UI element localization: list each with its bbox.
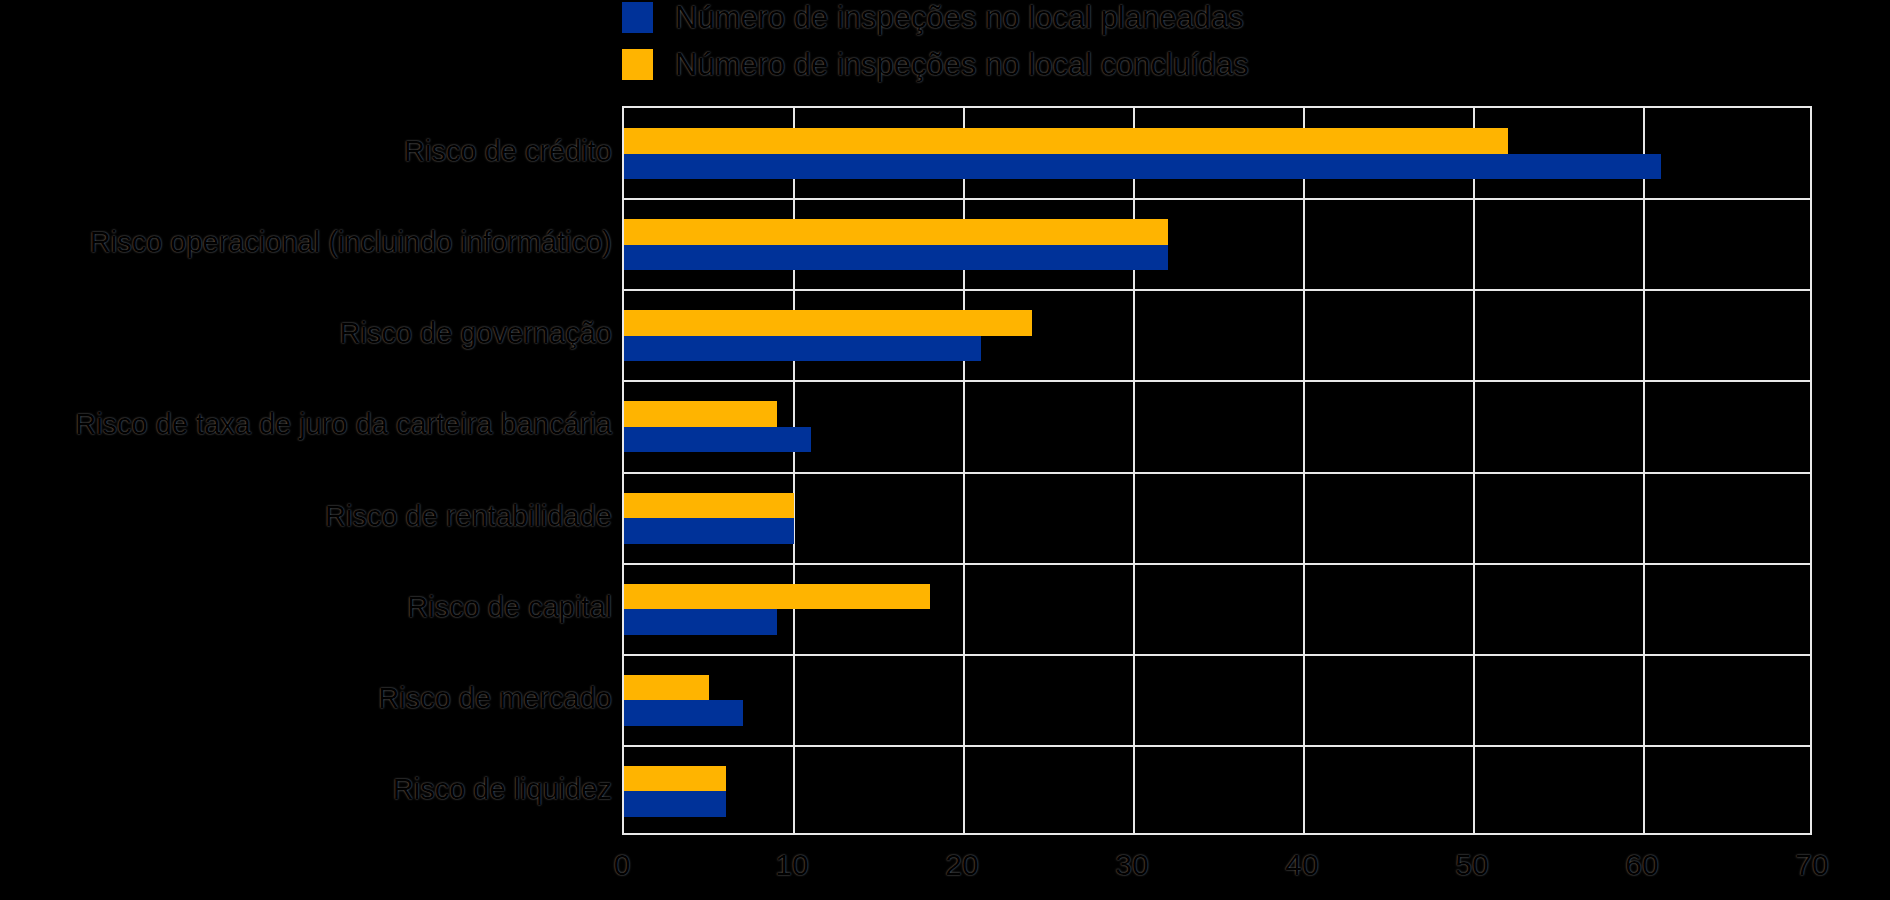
x-tick-label: 70 (1752, 848, 1872, 882)
x-tick-label: 20 (902, 848, 1022, 882)
bar-planned (624, 245, 1168, 271)
bar-concluded (624, 401, 777, 427)
legend-swatch-planned-icon (622, 2, 653, 33)
horizontal-gridline (624, 745, 1810, 747)
x-tick-label: 10 (732, 848, 852, 882)
x-tick-label: 60 (1582, 848, 1702, 882)
bar-chart-canvas: Número de inspeções no local planeadas N… (0, 0, 1890, 900)
bar-concluded (624, 766, 726, 792)
vertical-gridline (793, 108, 795, 833)
horizontal-gridline (624, 563, 1810, 565)
bar-concluded (624, 219, 1168, 245)
bar-planned (624, 336, 981, 362)
category-label: Risco operacional (incluindo informático… (0, 197, 612, 288)
legend-item-concluded: Número de inspeções no local concluídas (622, 49, 1249, 80)
bar-planned (624, 700, 743, 726)
legend-label-planned: Número de inspeções no local planeadas (675, 2, 1244, 33)
plot-area (622, 106, 1812, 835)
legend-swatch-concluded-icon (622, 49, 653, 80)
legend: Número de inspeções no local planeadas N… (622, 2, 1249, 96)
vertical-gridline (963, 108, 965, 833)
bar-concluded (624, 675, 709, 701)
x-tick-label: 40 (1242, 848, 1362, 882)
bar-planned (624, 609, 777, 635)
bar-planned (624, 154, 1661, 180)
horizontal-gridline (624, 654, 1810, 656)
category-label: Risco de governação (0, 288, 612, 379)
horizontal-gridline (624, 380, 1810, 382)
x-tick-label: 50 (1412, 848, 1532, 882)
horizontal-gridline (624, 198, 1810, 200)
x-tick-label: 30 (1072, 848, 1192, 882)
bar-planned (624, 427, 811, 453)
bar-planned (624, 518, 794, 544)
category-label: Risco de rentabilidade (0, 471, 612, 562)
category-label: Risco de crédito (0, 106, 612, 197)
category-label: Risco de taxa de juro da carteira bancár… (0, 379, 612, 470)
vertical-gridline (1643, 108, 1645, 833)
vertical-gridline (1473, 108, 1475, 833)
category-label: Risco de mercado (0, 653, 612, 744)
bar-planned (624, 791, 726, 817)
category-label: Risco de capital (0, 562, 612, 653)
horizontal-gridline (624, 472, 1810, 474)
legend-label-concluded: Número de inspeções no local concluídas (675, 49, 1249, 80)
vertical-gridline (1133, 108, 1135, 833)
horizontal-gridline (624, 289, 1810, 291)
category-label: Risco de liquidez (0, 744, 612, 835)
legend-item-planned: Número de inspeções no local planeadas (622, 2, 1249, 33)
bar-concluded (624, 128, 1508, 154)
bar-concluded (624, 493, 794, 519)
bar-concluded (624, 310, 1032, 336)
vertical-gridline (1303, 108, 1305, 833)
bar-concluded (624, 584, 930, 610)
x-tick-label: 0 (562, 848, 682, 882)
